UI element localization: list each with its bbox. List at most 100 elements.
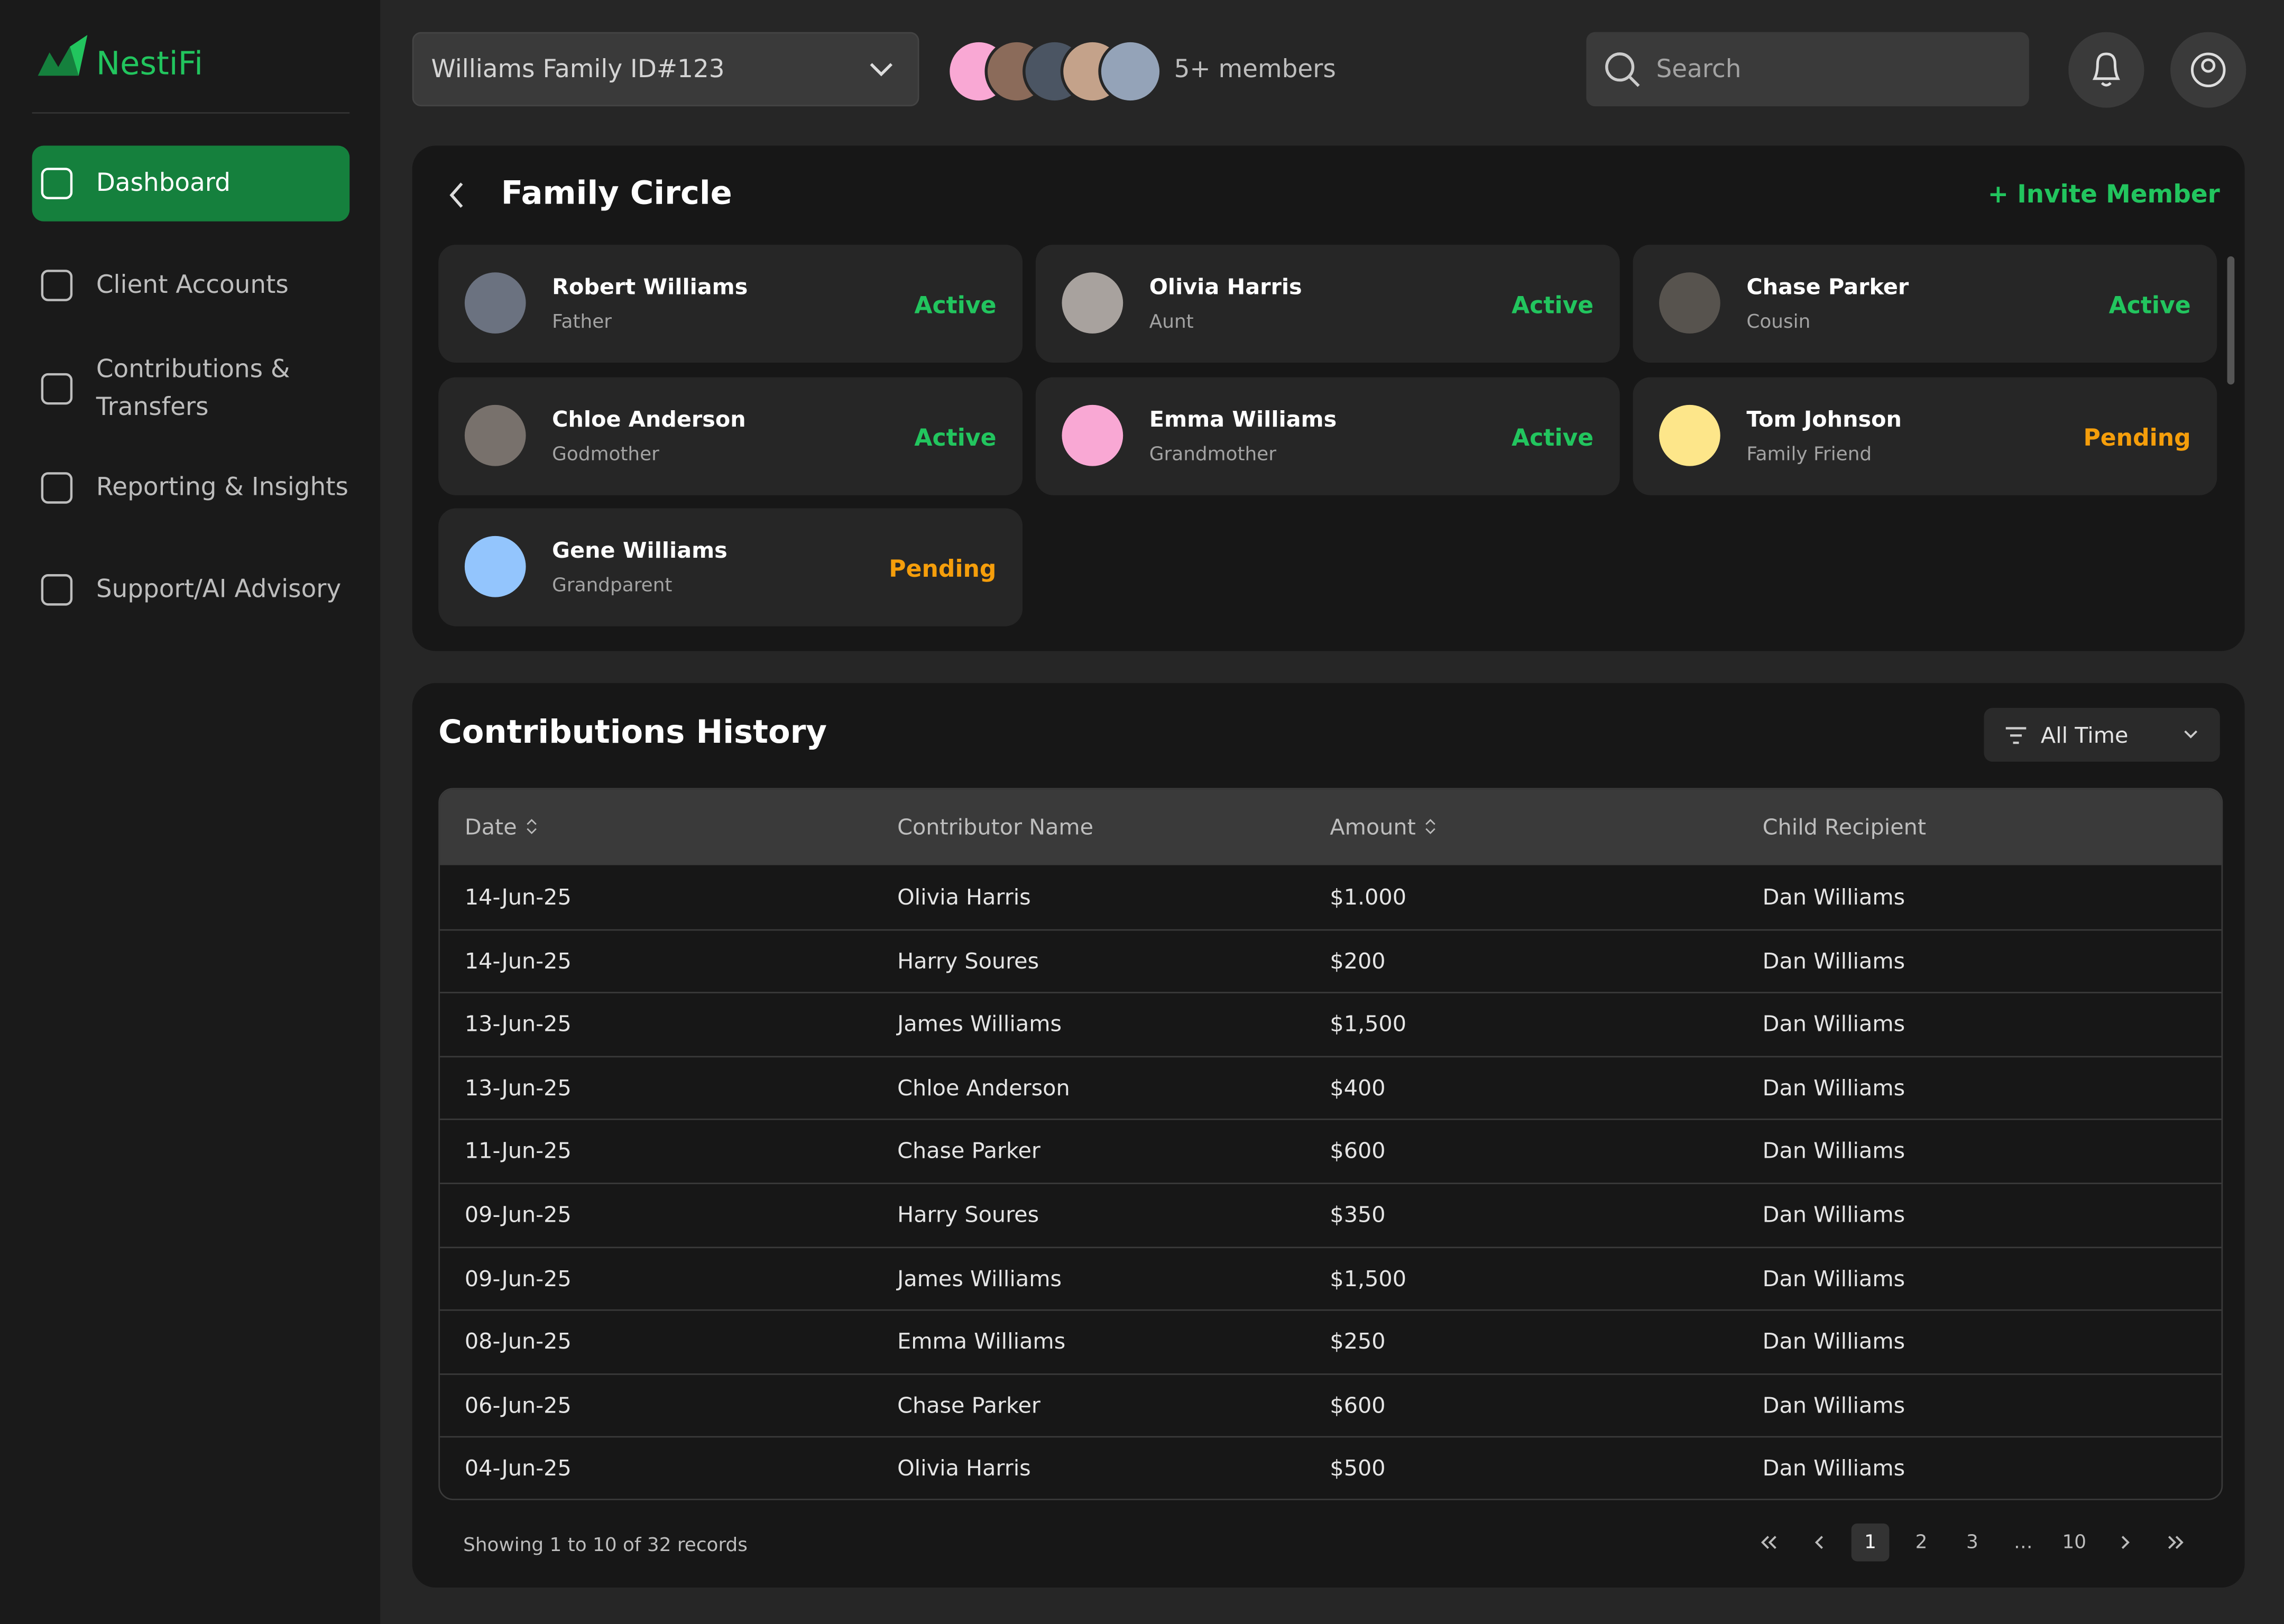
family-select[interactable]: Williams Family ID#123: [412, 32, 919, 107]
table-cell: Dan Williams: [1762, 1074, 1905, 1101]
page-arrow[interactable]: [1749, 1524, 1788, 1562]
nav-icon: [41, 270, 73, 301]
nav-icon: [41, 574, 73, 606]
panel-title: Family Circle: [501, 176, 732, 213]
member-avatar: [464, 272, 526, 334]
page-arrow[interactable]: [1800, 1524, 1838, 1562]
page-button[interactable]: 1: [1851, 1523, 1890, 1562]
nav-item[interactable]: Support/AI Advisory: [32, 552, 350, 628]
table-cell: $1,500: [1330, 1265, 1407, 1291]
page-button[interactable]: 10: [2062, 1531, 2087, 1554]
table-row: 14-Jun-25 Olivia Harris $1.000 Dan Williams: [440, 865, 2222, 930]
nav-label: Support/AI Advisory: [96, 575, 342, 605]
table-row: 09-Jun-25 Harry Soures $350 Dan Williams: [440, 1183, 2222, 1248]
member-name: Chloe Anderson: [552, 405, 746, 432]
table-cell: 11-Jun-25: [464, 1138, 572, 1165]
nav-item[interactable]: Reporting & Insights: [32, 450, 350, 525]
divider: [32, 112, 350, 114]
search-icon: [1605, 52, 1640, 87]
chevron: [2184, 730, 2198, 739]
table-cell: Chase Parker: [897, 1392, 1040, 1418]
member-card[interactable]: Robert Williams Father Active: [438, 244, 1023, 363]
nav-label: Contributions & Transfers: [96, 355, 290, 422]
table-row: 14-Jun-25 Harry Soures $200 Dan Williams: [440, 929, 2222, 994]
member-avatar: [1062, 272, 1123, 334]
table-cell: Harry Soures: [897, 1201, 1039, 1228]
search-box[interactable]: Search: [1586, 32, 2029, 107]
table-cell: 08-Jun-25: [464, 1328, 572, 1355]
search-placeholder: Search: [1656, 55, 1742, 85]
member-card[interactable]: Tom Johnson Family Friend Pending: [1633, 376, 2217, 495]
member-role: Grandmother: [1149, 443, 1276, 466]
filter-icon: [2005, 727, 2027, 744]
table-cell: Dan Williams: [1762, 1392, 1905, 1418]
page-arrow[interactable]: [2106, 1524, 2144, 1562]
nav-label: Client Accounts: [96, 271, 289, 300]
page-arrow[interactable]: [2157, 1524, 2195, 1562]
table-cell: $250: [1330, 1328, 1386, 1355]
member-status: Active: [2108, 291, 2191, 319]
arrow-icon: [2121, 1536, 2130, 1549]
family-circle-panel: Family Circle + Invite Member Robert Wil…: [412, 145, 2245, 651]
member-name: Chase Parker: [1746, 273, 1909, 300]
member-avatar: [464, 404, 526, 466]
column-header[interactable]: Amount: [1330, 814, 1437, 841]
invite-button[interactable]: + Invite Member: [1987, 180, 2220, 210]
page-button[interactable]: …: [2013, 1531, 2033, 1554]
table-cell: Dan Williams: [1762, 884, 1905, 910]
brand: NestiFi: [96, 47, 203, 84]
arrow-icon: [1815, 1536, 1823, 1549]
arrow-icon: [2168, 1536, 2184, 1549]
nav-icon: [41, 472, 73, 504]
nav-icon: [41, 168, 73, 199]
nav-item[interactable]: Client Accounts: [32, 247, 350, 323]
table-cell: $200: [1330, 947, 1386, 974]
member-name: Olivia Harris: [1149, 273, 1302, 300]
table-row: 11-Jun-25 Chase Parker $600 Dan Williams: [440, 1119, 2222, 1184]
profile-button[interactable]: [2170, 32, 2246, 108]
member-card[interactable]: Gene Williams Grandparent Pending: [438, 508, 1023, 626]
chevron: [870, 63, 893, 77]
column-header[interactable]: Date: [465, 814, 539, 841]
member-role: Godmother: [552, 443, 659, 466]
table-row: 09-Jun-25 James Williams $1,500 Dan William…: [440, 1246, 2222, 1312]
arrow-icon: [1761, 1536, 1776, 1549]
nav-item[interactable]: Dashboard: [32, 145, 350, 222]
table-cell: 14-Jun-25: [464, 947, 572, 974]
sort-icon[interactable]: [1423, 817, 1438, 835]
table-row: 13-Jun-25 James Williams $1,500 Dan William…: [440, 992, 2222, 1057]
column-header: Contributor Name: [897, 814, 1094, 841]
page-button[interactable]: 2: [1915, 1531, 1928, 1554]
member-card[interactable]: Emma Williams Grandmother Active: [1035, 376, 1620, 495]
panel-title: Contributions History: [438, 715, 827, 752]
members-count: 5+ members: [1174, 55, 1336, 85]
bell-button[interactable]: [2068, 32, 2144, 108]
back-button[interactable]: [447, 181, 468, 210]
member-avatar: [1659, 272, 1720, 334]
nav-item[interactable]: Contributions & Transfers: [32, 338, 350, 440]
table-cell: $500: [1330, 1455, 1386, 1482]
table-cell: Emma Williams: [897, 1328, 1066, 1355]
member-avatar: [1659, 404, 1720, 466]
member-avatar: [1098, 39, 1163, 104]
sidebar: NestiFi Dashboard Client Accounts Contribu…: [0, 0, 381, 1624]
member-card[interactable]: Chloe Anderson Godmother Active: [438, 376, 1023, 495]
table-row: 06-Jun-25 Chase Parker $600 Dan Williams: [440, 1373, 2222, 1438]
member-card[interactable]: Olivia Harris Aunt Active: [1035, 244, 1620, 363]
table-row: 13-Jun-25 Chloe Anderson $400 Dan Williams: [440, 1056, 2222, 1121]
member-card[interactable]: Chase Parker Cousin Active: [1633, 244, 2217, 363]
page-button[interactable]: 3: [1966, 1531, 1978, 1554]
table-cell: Dan Williams: [1762, 1265, 1905, 1291]
table-cell: Dan Williams: [1762, 1201, 1905, 1228]
table-cell: Dan Williams: [1762, 1138, 1905, 1165]
member-status: Pending: [2083, 423, 2191, 451]
filter-select[interactable]: All Time: [1984, 707, 2220, 762]
table-cell: Chloe Anderson: [897, 1074, 1070, 1101]
table-cell: Olivia Harris: [897, 1455, 1031, 1482]
nav-label: Reporting & Insights: [96, 473, 348, 503]
member-role: Aunt: [1149, 311, 1194, 334]
table-cell: $400: [1330, 1074, 1386, 1101]
sort-icon[interactable]: [524, 817, 539, 835]
